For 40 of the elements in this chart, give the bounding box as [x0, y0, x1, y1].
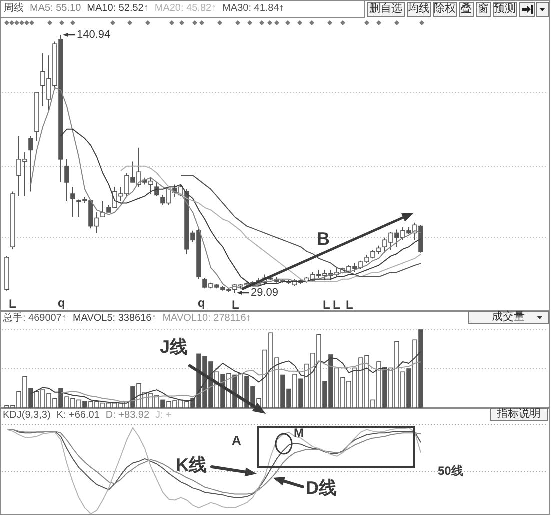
- text: 均线: [407, 2, 431, 17]
- candlestick: [70, 186, 76, 218]
- text: L: [323, 298, 330, 312]
- series-label: K: +66.01: [56, 410, 100, 422]
- text: L: [9, 297, 16, 311]
- annotation: J线: [160, 337, 188, 357]
- text: D: +83.92: [106, 410, 150, 422]
- text: 指标说明: [490, 408, 548, 421]
- annotation: M: [294, 426, 304, 440]
- candlestick: [64, 158, 70, 202]
- annotation: D线: [306, 478, 337, 498]
- annotation: K线: [176, 455, 207, 475]
- text: 叠: [459, 2, 474, 17]
- annotation: A: [232, 433, 242, 448]
- annotation: B: [317, 229, 330, 249]
- text: 总手: 469007↑: [3, 313, 67, 325]
- text: 除权: [433, 2, 457, 17]
- text: MA10: 52.52↑: [87, 3, 149, 15]
- candlestick: [28, 136, 34, 192]
- text: MA20: 45.82↑: [154, 3, 217, 15]
- text: L: [333, 298, 340, 312]
- text: 删自选: [367, 2, 405, 17]
- text: 成交量: [468, 311, 549, 324]
- text: 预测: [493, 2, 517, 17]
- chart-title: 周线: [4, 3, 24, 15]
- text: q: [198, 296, 206, 310]
- chart-title: KDJ(9,3,3): [3, 410, 51, 422]
- text: q: [58, 296, 66, 310]
- ref-line-label: 50线: [438, 464, 464, 478]
- text: MA30: 41.84↑: [222, 3, 284, 15]
- text: J: +: [156, 410, 172, 422]
- text: MA5: 55.10: [30, 3, 82, 15]
- text: L: [232, 298, 240, 312]
- text: MAVOL5: 338616↑: [72, 313, 157, 325]
- annotation: 29.09: [251, 287, 279, 299]
- text: 窗: [476, 2, 491, 17]
- text: MAVOL10: 278116↑: [162, 313, 252, 325]
- candlestick: [154, 182, 160, 197]
- annotation: 140.94: [77, 29, 111, 41]
- text: L: [346, 298, 354, 312]
